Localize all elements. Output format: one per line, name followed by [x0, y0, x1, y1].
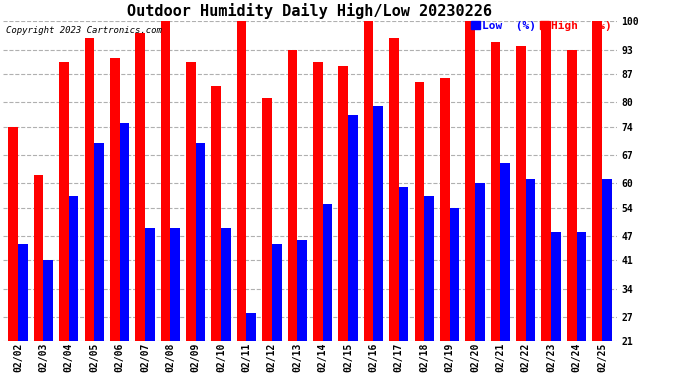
Bar	[500, 163, 510, 342]
Bar	[415, 82, 424, 342]
Bar	[69, 196, 79, 342]
Bar	[237, 21, 246, 342]
Bar	[288, 50, 297, 342]
Bar	[246, 313, 256, 342]
Bar	[542, 21, 551, 342]
Bar	[526, 179, 535, 342]
Bar	[272, 244, 282, 342]
Bar	[297, 240, 307, 342]
Bar	[34, 176, 43, 342]
Bar	[424, 196, 434, 342]
Bar	[221, 228, 230, 342]
Bar	[94, 143, 104, 342]
Bar	[211, 86, 221, 342]
Bar	[373, 106, 383, 342]
Bar	[186, 62, 196, 342]
Bar	[567, 50, 577, 342]
Bar	[119, 123, 129, 342]
Bar	[592, 21, 602, 342]
Bar	[602, 179, 611, 342]
Bar	[262, 98, 272, 342]
Bar	[145, 228, 155, 342]
Bar	[491, 42, 500, 342]
Bar	[450, 208, 460, 342]
Bar	[313, 62, 323, 342]
Bar	[348, 114, 357, 342]
Bar	[440, 78, 450, 342]
Bar	[389, 38, 399, 342]
Bar	[364, 21, 373, 342]
Bar	[161, 21, 170, 342]
Bar	[338, 66, 348, 342]
Bar	[110, 58, 119, 342]
Bar	[8, 127, 18, 342]
Bar	[516, 46, 526, 342]
Bar	[59, 62, 69, 342]
Bar	[323, 204, 333, 342]
Bar	[170, 228, 180, 342]
Bar	[465, 21, 475, 342]
Text: Copyright 2023 Cartronics.com: Copyright 2023 Cartronics.com	[6, 26, 161, 35]
Bar	[577, 232, 586, 342]
Bar	[18, 244, 28, 342]
Bar	[399, 188, 408, 342]
Legend: Low  (%), High  (%): Low (%), High (%)	[471, 21, 611, 30]
Bar	[43, 260, 53, 342]
Bar	[551, 232, 561, 342]
Bar	[84, 38, 94, 342]
Bar	[475, 183, 484, 342]
Bar	[196, 143, 206, 342]
Bar	[135, 33, 145, 342]
Title: Outdoor Humidity Daily High/Low 20230226: Outdoor Humidity Daily High/Low 20230226	[128, 3, 493, 19]
